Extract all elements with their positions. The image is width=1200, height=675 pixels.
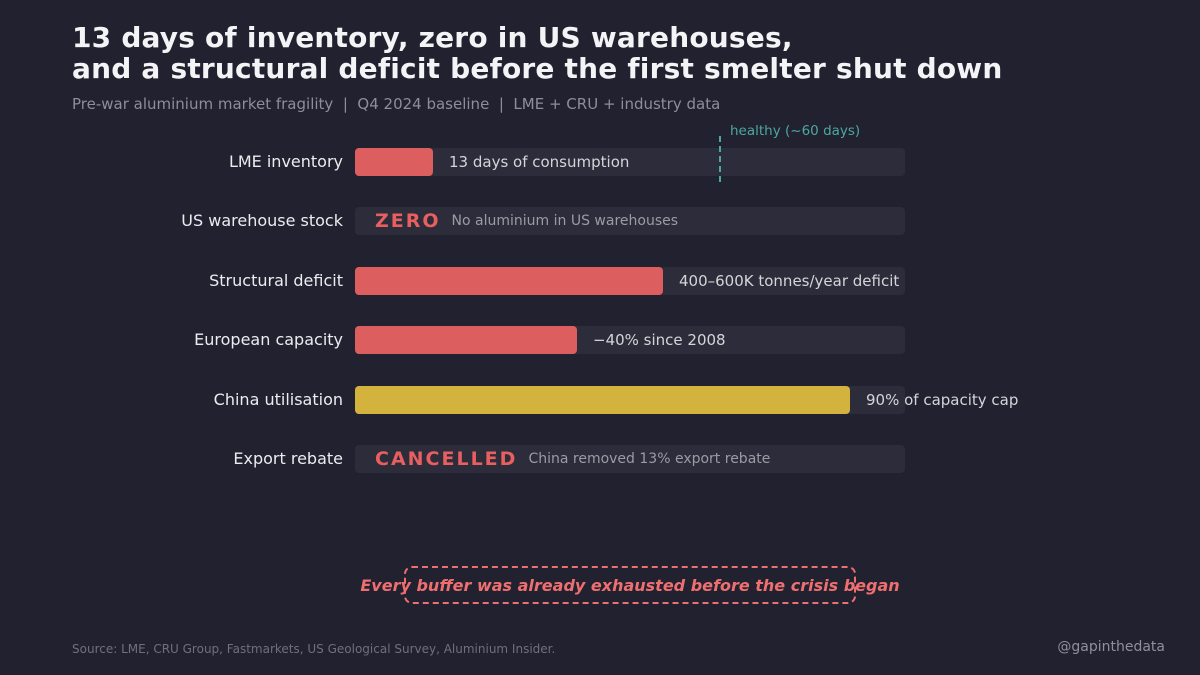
author-handle: @gapinthedata	[1057, 639, 1165, 655]
subtext-us-warehouse-stock: No aluminium in US warehouses	[451, 213, 679, 229]
bar-track-structural-deficit: 400–600K tonnes/year deficit	[355, 267, 905, 295]
row-label-structural-deficit: Structural deficit	[209, 271, 343, 290]
source-note: Source: LME, CRU Group, Fastmarkets, US …	[72, 642, 556, 656]
bar-track-export-rebate: CANCELLED China removed 13% export rebate	[355, 445, 905, 473]
row-label-us-warehouse-stock: US warehouse stock	[181, 211, 343, 230]
row-label-european-capacity: European capacity	[194, 330, 343, 349]
chart-row-china-utilisation: China utilisation 90% of capacity cap	[0, 386, 1200, 414]
bar-track-us-warehouse-stock: ZERO No aluminium in US warehouses	[355, 207, 905, 235]
bar-european-capacity	[355, 326, 577, 354]
row-label-export-rebate: Export rebate	[233, 449, 343, 468]
value-china-utilisation: 90% of capacity cap	[866, 391, 1019, 409]
status-export-rebate: CANCELLED	[375, 448, 518, 470]
chart-row-us-warehouse-stock: US warehouse stock ZERO No aluminium in US…	[0, 207, 1200, 235]
chart-row-lme-inventory: LME inventory 13 days of consumption healt…	[0, 123, 1200, 182]
chart-row-european-capacity: European capacity −40% since 2008	[0, 326, 1200, 354]
chart-subtitle: Pre-war aluminium market fragility | Q4 …	[72, 95, 721, 113]
value-structural-deficit: 400–600K tonnes/year deficit	[679, 272, 900, 290]
healthy-threshold-line	[719, 136, 721, 182]
bar-track-china-utilisation: 90% of capacity cap	[355, 386, 1018, 414]
annotation-text: Every buffer was already exhausted befor…	[360, 575, 900, 595]
chart-title: 13 days of inventory, zero in US warehou…	[72, 22, 1003, 84]
bar-structural-deficit	[355, 267, 663, 295]
chart-title-line1: 13 days of inventory, zero in US warehou…	[72, 21, 793, 54]
bar-track-lme-inventory: 13 days of consumption healthy (~60 days)	[355, 123, 905, 182]
healthy-threshold-label: healthy (~60 days)	[730, 123, 861, 139]
row-label-lme-inventory: LME inventory	[228, 152, 343, 171]
bar-lme-inventory	[355, 148, 433, 176]
value-european-capacity: −40% since 2008	[593, 331, 726, 349]
bar-rows: LME inventory 13 days of consumption healt…	[0, 123, 1200, 488]
chart-row-structural-deficit: Structural deficit 400–600K tonnes/year d…	[0, 267, 1200, 295]
value-lme-inventory: 13 days of consumption	[449, 153, 630, 171]
annotation-box: Every buffer was already exhausted befor…	[360, 566, 900, 604]
row-label-china-utilisation: China utilisation	[213, 390, 343, 409]
bar-track-european-capacity: −40% since 2008	[355, 326, 905, 354]
chart-row-export-rebate: Export rebate CANCELLED China removed 13% …	[0, 445, 1200, 473]
subtext-export-rebate: China removed 13% export rebate	[528, 451, 771, 467]
status-us-warehouse-stock: ZERO	[375, 210, 441, 232]
bar-china-utilisation	[355, 386, 850, 414]
chart-title-line2: and a structural deficit before the firs…	[72, 52, 1003, 85]
